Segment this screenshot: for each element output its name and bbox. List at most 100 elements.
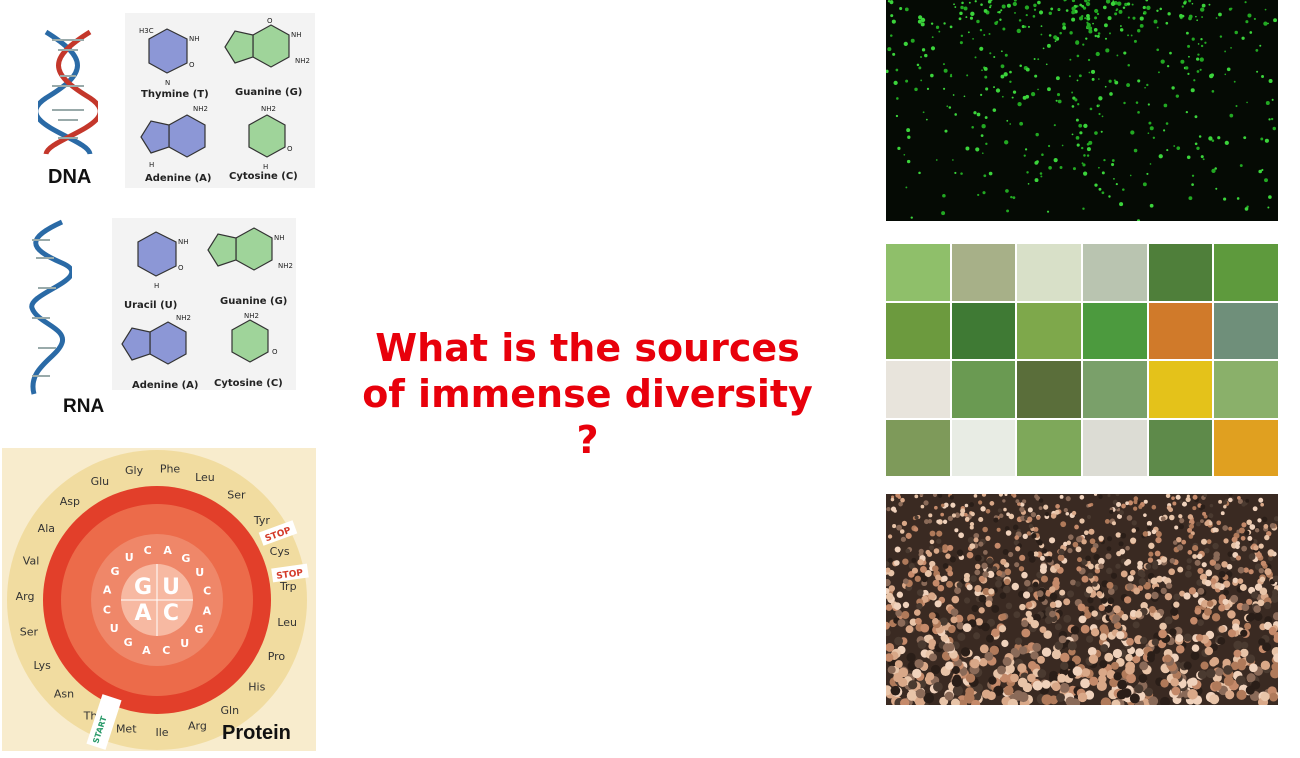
- plant-tile: [951, 419, 1016, 476]
- plant-tile: [1083, 302, 1147, 359]
- svg-text:NH2: NH2: [244, 312, 259, 320]
- amino-acid-label: Gly: [125, 464, 144, 477]
- guanine-structure: NH NH2 O: [224, 17, 310, 68]
- center-base-letter: C: [163, 601, 179, 626]
- base-letter: U: [195, 566, 204, 579]
- guanine-structure: NH NH2: [207, 227, 293, 271]
- uracil-structure: NH O H: [137, 231, 189, 290]
- base-letter: G: [195, 623, 204, 636]
- svg-text:H: H: [154, 282, 159, 290]
- amino-acid-label: Arg: [16, 590, 35, 603]
- svg-text:NH2: NH2: [278, 262, 293, 270]
- base-letter: G: [124, 636, 133, 649]
- plant-tile: [886, 361, 950, 418]
- center-base-letter: G: [134, 575, 152, 600]
- svg-text:O: O: [267, 17, 273, 25]
- svg-text:NH: NH: [274, 234, 285, 242]
- svg-text:O: O: [189, 61, 195, 69]
- plant-tile: [1017, 419, 1081, 476]
- protein-panel: Gly Phe Leu Ser Tyr Cys Trp Leu Pro His Gln Arg Ile M…: [2, 448, 316, 751]
- svg-text:NH2: NH2: [193, 105, 208, 113]
- adenine-structure: NH2: [121, 314, 191, 365]
- center-base-letter: U: [162, 575, 180, 600]
- base-letter: C: [203, 585, 211, 598]
- svg-text:H: H: [263, 163, 268, 171]
- amino-acid-label: Glu: [91, 475, 110, 488]
- human-crowd-photo: [886, 494, 1278, 705]
- plant-tile: [1214, 244, 1278, 301]
- svg-text:O: O: [178, 264, 184, 272]
- rna-bases-figure: NH O H Uracil (U) NH NH2 Guanine (G) NH2…: [112, 218, 296, 391]
- plant-tile: [1083, 419, 1147, 476]
- plant-tile: [1083, 244, 1147, 301]
- base-letter: A: [203, 605, 212, 618]
- amino-acid-label: Gln: [221, 704, 240, 717]
- amino-acid-label: Tyr: [253, 514, 271, 527]
- plant-tile: [1017, 302, 1081, 359]
- amino-acid-label: Phe: [160, 463, 181, 476]
- amino-acid-labels: Gly Phe Leu Ser Tyr Cys Trp Leu Pro His Gln Arg Ile M…: [16, 463, 297, 739]
- plant-tile: [1148, 302, 1213, 359]
- base-letter: C: [162, 644, 170, 657]
- amino-acid-label: Ala: [38, 522, 55, 535]
- protein-label: Protein: [222, 722, 291, 744]
- dna-panel: DNA H3C NH O N Thymine (T) NH NH2 O Guan…: [0, 0, 330, 200]
- base-letter: G: [181, 552, 190, 565]
- base-letter: U: [180, 637, 189, 650]
- amino-acid-label: Lys: [34, 659, 52, 672]
- rna-panel: RNA NH O H Uracil (U) NH NH2 Guanine (G)…: [0, 210, 330, 425]
- plant-diversity-grid: [886, 244, 1278, 476]
- svg-text:NH2: NH2: [295, 57, 310, 65]
- base-letter: U: [110, 622, 119, 635]
- base-letter: A: [163, 544, 172, 557]
- base-letter: A: [142, 644, 151, 657]
- amino-acid-label: Pro: [268, 650, 286, 663]
- adenine-structure: NH2 H: [140, 105, 208, 169]
- plant-tile: [951, 361, 1016, 418]
- svg-text:NH: NH: [189, 35, 200, 43]
- center-letters: G UA C: [134, 575, 180, 626]
- svg-text:N: N: [165, 79, 170, 87]
- base-name: Cytosine (C): [229, 171, 298, 182]
- title-line-2: of immense diversity: [362, 372, 813, 416]
- amino-acid-label: Met: [116, 722, 137, 735]
- svg-text:NH: NH: [291, 31, 302, 39]
- base-letter: A: [103, 583, 112, 596]
- thymine-structure: H3C NH O N: [139, 27, 200, 87]
- amino-acid-label: Ile: [155, 726, 168, 739]
- svg-text:NH: NH: [178, 238, 189, 246]
- plant-tile: [886, 419, 950, 476]
- plant-tile: [1148, 361, 1213, 418]
- title-line-3: ?: [576, 418, 599, 462]
- base-letter: G: [110, 565, 119, 578]
- svg-text:NH2: NH2: [176, 314, 191, 322]
- amino-acid-label: Ser: [20, 626, 39, 639]
- base-name: Cytosine (C): [214, 378, 283, 389]
- amino-acid-label: Leu: [277, 616, 297, 629]
- plant-tile: [886, 302, 950, 359]
- plant-tile: [1017, 244, 1081, 301]
- plant-tile: [1148, 244, 1213, 301]
- amino-acid-label: Cys: [270, 545, 290, 558]
- svg-text:O: O: [287, 145, 293, 153]
- cytosine-structure: NH2 O: [231, 312, 278, 363]
- base-name: Adenine (A): [145, 173, 212, 184]
- amino-acid-label: His: [248, 680, 265, 693]
- amino-acid-label: Asn: [54, 688, 74, 701]
- plant-tile: [1214, 361, 1278, 418]
- amino-acid-label: Val: [23, 555, 39, 568]
- svg-text:H: H: [149, 161, 154, 169]
- slide-question: What is the sources of immense diversity…: [345, 325, 830, 463]
- amino-acid-label: Asp: [60, 495, 80, 508]
- svg-text:NH2: NH2: [261, 105, 276, 113]
- amino-acid-label: Trp: [279, 580, 297, 593]
- cytosine-structure: NH2 O H: [248, 105, 293, 171]
- stop-label: STOP: [276, 568, 304, 582]
- plant-tile: [951, 244, 1016, 301]
- base-name: Adenine (A): [132, 380, 199, 391]
- plant-tile: [1083, 361, 1147, 418]
- svg-text:H3C: H3C: [139, 27, 154, 35]
- amino-acid-label: Leu: [195, 471, 215, 484]
- base-name: Guanine (G): [235, 87, 303, 98]
